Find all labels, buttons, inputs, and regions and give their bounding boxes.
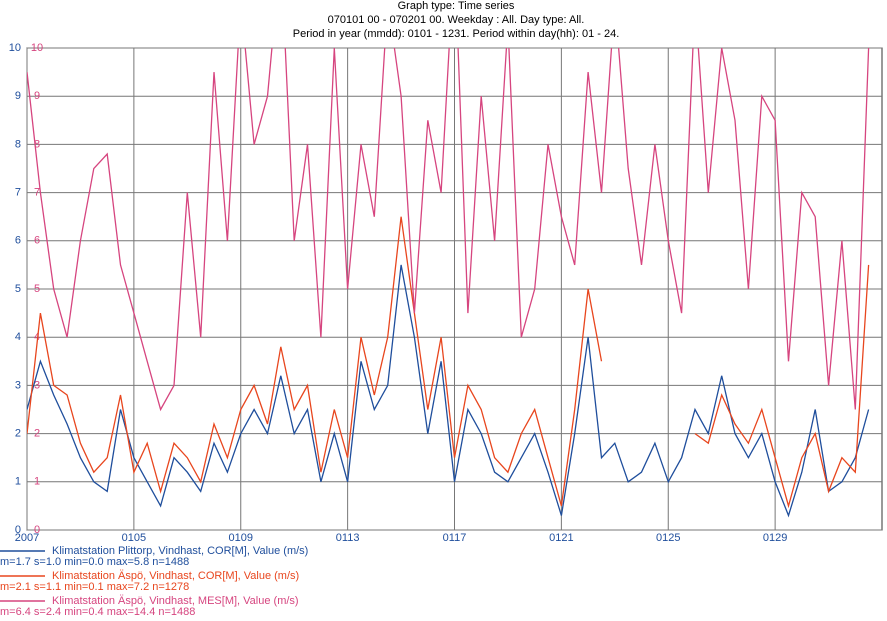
x-tick-label: 0121 bbox=[549, 532, 573, 544]
y2-tick-label: 4 bbox=[34, 331, 40, 343]
legend-stats: m=6.4 s=2.4 min=0.4 max=14.4 n=1488 bbox=[0, 606, 195, 616]
y-tick-label: 3 bbox=[15, 379, 21, 391]
y-tick-label: 10 bbox=[9, 42, 21, 54]
y-tick-label: 6 bbox=[15, 235, 21, 247]
y-tick-label: 4 bbox=[15, 331, 21, 343]
chart-subtitle: 070101 00 - 070201 00. Weekday : All. Da… bbox=[328, 14, 585, 26]
legend-stats: m=2.1 s=1.1 min=0.1 max=7.2 n=1278 bbox=[0, 581, 189, 593]
x-tick-label: 0125 bbox=[656, 532, 680, 544]
x-tick-label: 0113 bbox=[336, 532, 360, 544]
y2-tick-label: 5 bbox=[34, 283, 40, 295]
y2-tick-label: 2 bbox=[34, 428, 40, 440]
series-line bbox=[27, 264, 870, 518]
x-tick-label: 0105 bbox=[122, 532, 146, 544]
y-tick-label: 2 bbox=[15, 428, 21, 440]
legend-label: Klimatstation Äspö, Vindhast, MES[M], Va… bbox=[52, 595, 299, 607]
x-tick-label: 0129 bbox=[763, 532, 787, 544]
y2-tick-label: 3 bbox=[34, 379, 40, 391]
chart-title: Graph type: Time series bbox=[398, 0, 515, 12]
plot-lines bbox=[27, 48, 870, 518]
y2-tick-label: 9 bbox=[34, 90, 40, 102]
x-tick-label: 0117 bbox=[443, 532, 467, 544]
y-tick-label: 5 bbox=[15, 283, 21, 295]
y2-tick-label: 0 bbox=[34, 524, 40, 536]
y-tick-label: 8 bbox=[15, 138, 21, 150]
y2-tick-label: 1 bbox=[34, 476, 40, 488]
y-tick-label: 9 bbox=[15, 90, 21, 102]
y-tick-label: 0 bbox=[15, 524, 21, 536]
y-tick-label: 1 bbox=[15, 476, 21, 488]
legend-stats: m=1.7 s=1.0 min=0.0 max=5.8 n=1488 bbox=[0, 556, 189, 568]
legend-label: Klimatstation Äspö, Vindhast, COR[M], Va… bbox=[52, 570, 299, 582]
y-tick-label: 7 bbox=[15, 187, 21, 199]
y2-tick-label: 10 bbox=[31, 42, 43, 54]
x-tick-label: 0109 bbox=[229, 532, 253, 544]
chart-subtitle: Period in year (mmdd): 0101 - 1231. Peri… bbox=[293, 28, 620, 40]
y2-tick-label: 7 bbox=[34, 187, 40, 199]
series-line bbox=[27, 48, 870, 412]
y2-tick-label: 6 bbox=[34, 235, 40, 247]
series-line bbox=[27, 216, 870, 509]
y2-tick-label: 8 bbox=[34, 138, 40, 150]
legend-label: Klimatstation Plittorp, Vindhast, COR[M]… bbox=[52, 545, 308, 557]
x-tick-label: 2007 bbox=[15, 532, 39, 544]
